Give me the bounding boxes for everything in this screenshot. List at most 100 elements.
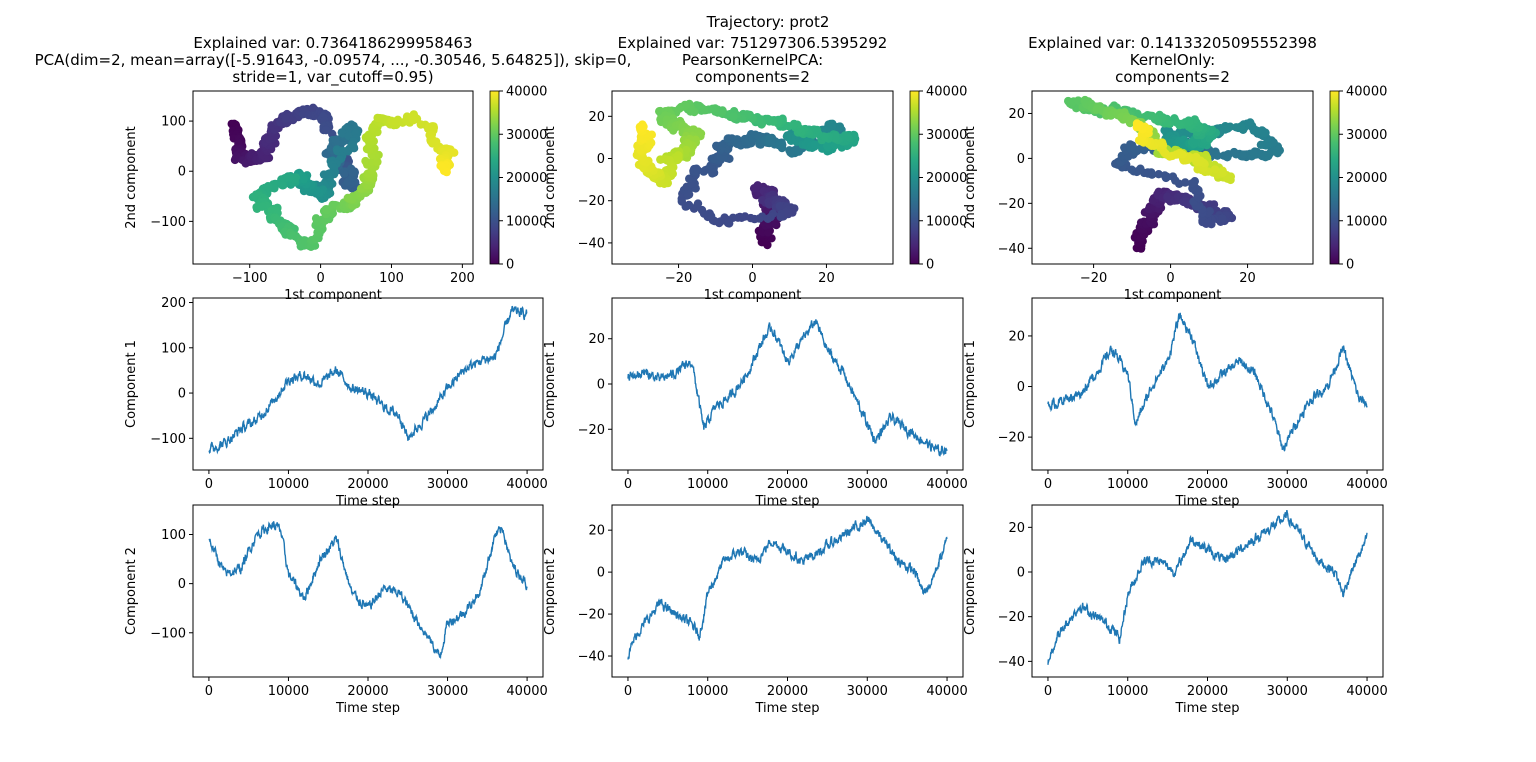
- s2-ytick-label-0: −40: [998, 242, 1025, 257]
- s2-axes-frame: [1031, 90, 1314, 265]
- s2-xtick-label-0: −20: [1080, 271, 1107, 286]
- s1-point: [820, 132, 830, 141]
- s1-point: [693, 199, 703, 208]
- l11-xtick-label-0: 0: [624, 477, 632, 492]
- l21-ytick-label-3: 20: [588, 524, 605, 539]
- s1-colorbar-label-1: 10000: [926, 214, 967, 229]
- s2-point: [1178, 150, 1187, 159]
- l21-ytick-label-2: 0: [597, 566, 605, 581]
- s1-ytick-label-3: 20: [588, 110, 605, 125]
- l21-ylabel: Component 2: [543, 547, 558, 635]
- l20-xtick-label-0: 0: [205, 684, 213, 699]
- s2-colorbar-label-4: 40000: [1346, 85, 1387, 100]
- l10-xlabel: Time step: [335, 494, 400, 509]
- s1-xtick-label-2: 20: [818, 271, 835, 286]
- figure-title: Trajectory: prot2: [706, 13, 830, 31]
- l22-ytick-label-3: 20: [1008, 521, 1025, 536]
- l11-ytick-label-1: 0: [597, 378, 605, 393]
- s2-xlabel: 1st component: [1124, 288, 1222, 303]
- s2-colorbar-label-1: 10000: [1346, 214, 1387, 229]
- s1-point: [668, 169, 677, 178]
- s2-title-line-0: Explained var: 0.14133205095552398: [1028, 34, 1317, 52]
- l22-axes-frame: [1031, 504, 1384, 678]
- l11-series-line: [627, 319, 948, 457]
- l22-series-line: [1047, 509, 1368, 665]
- s0-point: [442, 167, 451, 177]
- s2-point: [1187, 179, 1197, 188]
- l12-xtick-label-0: 0: [1044, 477, 1052, 492]
- s0-title-line-1: PCA(dim=2, mean=array([-5.91643, -0.0957…: [35, 51, 632, 69]
- l21-xtick-label-4: 40000: [926, 684, 967, 699]
- l21-xtick-label-0: 0: [624, 684, 632, 699]
- s0-xtick-label-0: −100: [232, 271, 268, 286]
- s0-colorbar-label-2: 20000: [506, 171, 547, 186]
- s2-ytick-label-3: 20: [1008, 107, 1025, 122]
- s0-point: [299, 175, 308, 184]
- s2-point: [1218, 214, 1227, 223]
- l20-xtick-label-2: 20000: [347, 684, 388, 699]
- s2-point: [1154, 170, 1163, 179]
- s2-point: [1213, 151, 1222, 160]
- s2-xtick-label-1: 0: [1166, 271, 1174, 286]
- s0-xtick-label-1: 0: [316, 271, 324, 286]
- s0-colorbar: [489, 90, 500, 265]
- l22-ytick-label-0: −40: [998, 655, 1025, 670]
- l20-ytick-label-1: 0: [178, 577, 186, 592]
- l10-xtick-label-2: 20000: [347, 477, 388, 492]
- s0-axes-frame: [192, 90, 474, 265]
- l11-xlabel: Time step: [754, 494, 819, 509]
- l12-ylabel: Component 1: [963, 340, 978, 428]
- l10-ytick-label-1: 0: [178, 387, 186, 402]
- l12-xtick-label-3: 30000: [1267, 477, 1308, 492]
- s2-ytick-label-2: 0: [1017, 152, 1025, 167]
- s0-points: [227, 103, 459, 251]
- s1-ytick-label-0: −40: [578, 236, 605, 251]
- l10-ylabel: Component 1: [124, 340, 139, 428]
- s0-colorbar-label-0: 0: [506, 258, 514, 273]
- s2-point: [1148, 111, 1157, 121]
- l12-xlabel: Time step: [1174, 494, 1239, 509]
- s0-point: [321, 126, 331, 135]
- s0-point: [361, 156, 370, 166]
- l10-ytick-label-3: 200: [161, 296, 186, 311]
- l20-series-line: [208, 521, 528, 660]
- s2-xtick-label-2: 20: [1239, 271, 1256, 286]
- l11-ytick-label-0: −20: [578, 423, 605, 438]
- s0-ytick-label-2: 100: [161, 115, 186, 130]
- l20-axes-frame: [192, 504, 544, 678]
- l22-xtick-label-3: 30000: [1267, 684, 1308, 699]
- l22-xtick-label-2: 20000: [1187, 684, 1228, 699]
- l10-series-line: [208, 305, 528, 455]
- s1-point: [638, 123, 647, 132]
- s0-point: [281, 114, 291, 123]
- s1-ylabel: 2nd component: [543, 126, 558, 228]
- l10-axes-frame: [192, 297, 544, 471]
- s1-point: [709, 154, 719, 163]
- s2-point: [1205, 207, 1214, 216]
- s1-point: [717, 107, 727, 117]
- l12-xtick-label-1: 10000: [1107, 477, 1148, 492]
- s2-title-line-1: KernelOnly:: [1130, 51, 1215, 69]
- s2-point: [1246, 118, 1255, 127]
- l12-ytick-label-1: 0: [1017, 380, 1025, 395]
- l21-xtick-label-3: 30000: [847, 684, 888, 699]
- s1-point: [777, 143, 787, 153]
- l11-xtick-label-2: 20000: [767, 477, 808, 492]
- s1-point: [822, 141, 832, 151]
- s2-point: [1162, 172, 1172, 181]
- s1-colorbar-label-2: 20000: [926, 171, 967, 186]
- s1-points: [632, 99, 860, 250]
- l10-ytick-label-0: −100: [150, 432, 186, 447]
- l21-ytick-label-1: −20: [578, 608, 605, 623]
- l21-xlabel: Time step: [754, 701, 819, 716]
- s0-point: [409, 116, 418, 125]
- s1-ytick-label-2: 0: [597, 152, 605, 167]
- s0-point: [391, 117, 401, 126]
- s2-point: [1132, 123, 1142, 132]
- l20-xlabel: Time step: [335, 701, 400, 716]
- s1-ytick-label-1: −20: [578, 194, 605, 209]
- s2-colorbar: [1329, 90, 1340, 265]
- s1-xtick-label-1: 0: [748, 271, 756, 286]
- s1-colorbar-label-4: 40000: [926, 85, 967, 100]
- s2-point: [1163, 192, 1172, 201]
